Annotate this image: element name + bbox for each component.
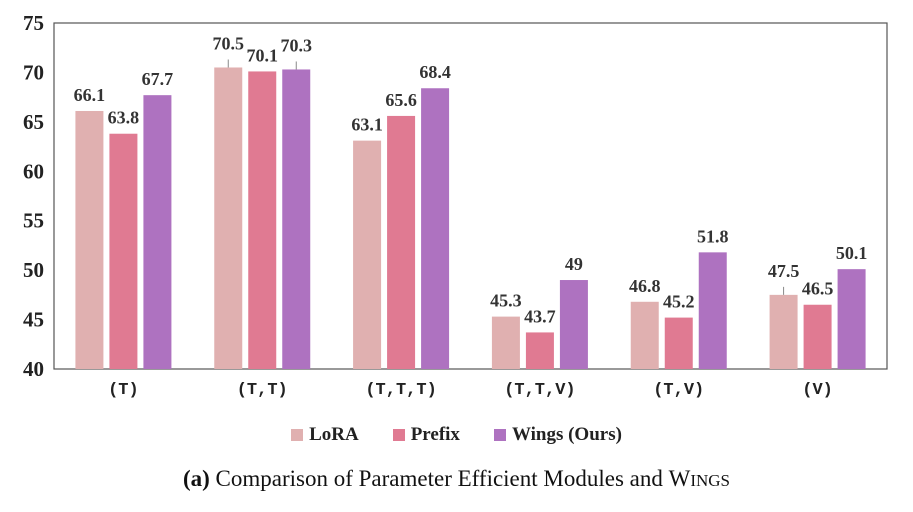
legend-label-lora: LoRA (309, 424, 359, 445)
x-tick-label: (T,T,V) (504, 381, 575, 400)
plot-frame (53, 22, 888, 370)
bar-wings-ours--2 (421, 88, 450, 369)
y-tick-label: 65 (23, 110, 44, 134)
caption-label: (a) (182, 466, 210, 491)
legend-item-lora: LoRA (291, 424, 359, 446)
bar-prefix-2 (387, 115, 416, 369)
legend-swatch-wings (493, 429, 506, 441)
bar-wings-ours--3 (559, 280, 588, 369)
bar-lora-3 (491, 316, 520, 369)
data-label: 45.3 (490, 291, 522, 311)
bar-wings-ours--5 (837, 269, 866, 369)
y-tick-label: 50 (23, 258, 44, 282)
y-tick-label: 55 (23, 209, 44, 233)
x-tick-label: (V) (802, 381, 833, 400)
bar-lora-1 (214, 67, 243, 369)
legend-label-wings: Wings (Ours) (511, 424, 622, 445)
data-label: 46.5 (802, 279, 834, 299)
legend-swatch-lora (291, 429, 304, 441)
figure-caption: (a) Comparison of Parameter Efficient Mo… (0, 466, 913, 492)
data-label: 50.1 (836, 243, 868, 263)
bar-wings-ours--4 (698, 252, 727, 369)
bar-chart: 40 45 50 55 60 65 70 75 66.163.867.7 (T) 70.570.1 7… (23, 11, 888, 400)
data-label: 51.8 (697, 226, 729, 246)
data-label: 70.3 (281, 35, 313, 55)
data-label: 65.6 (385, 90, 417, 110)
legend-item-wings: Wings (Ours) (493, 424, 622, 446)
caption-text: Comparison of Parameter Efficient Module… (215, 466, 669, 491)
legend-item-prefix: Prefix (392, 424, 460, 446)
caption-wings-initial: W (668, 466, 691, 491)
y-tick-label: 40 (23, 357, 44, 381)
y-tick-label: 45 (23, 308, 44, 332)
caption-wings: WINGS (669, 466, 730, 491)
bar-prefix-3 (525, 332, 554, 369)
data-label: 68.4 (419, 62, 451, 82)
data-label: 67.7 (142, 69, 174, 89)
bar-prefix-4 (664, 317, 693, 369)
legend: LoRA Prefix Wings (Ours) (0, 424, 913, 446)
data-label: 70.1 (247, 45, 279, 65)
data-label: 49 (565, 254, 583, 274)
bar-lora-2 (353, 140, 382, 369)
data-label: 47.5 (768, 261, 800, 281)
x-tick-label: (T,V) (653, 381, 704, 400)
bar-lora-0 (75, 110, 104, 370)
y-tick-label: 60 (23, 159, 44, 183)
y-tick-label: 70 (23, 60, 44, 84)
data-label: 70.5 (213, 33, 245, 53)
bar-prefix-0 (109, 133, 138, 369)
bar-prefix-5 (803, 304, 832, 369)
x-tick-label: (T) (108, 381, 139, 400)
bar-wings-ours--0 (143, 95, 172, 369)
legend-swatch-prefix (392, 429, 405, 441)
bar-prefix-1 (248, 71, 277, 369)
bar-wings-ours--1 (282, 69, 311, 369)
legend-label-prefix: Prefix (410, 424, 460, 445)
y-tick-label: 75 (23, 11, 44, 35)
data-label: 43.7 (524, 306, 556, 326)
caption-wings-rest: INGS (690, 471, 731, 490)
x-tick-label: (T,T) (237, 381, 288, 400)
data-label: 45.2 (663, 292, 695, 312)
data-label: 63.1 (351, 115, 383, 135)
x-tick-label: (T,T,T) (365, 381, 436, 400)
data-label: 46.8 (629, 276, 661, 296)
bar-lora-4 (630, 301, 659, 369)
data-label: 66.1 (74, 85, 106, 105)
data-label: 63.8 (108, 108, 140, 128)
bar-lora-5 (769, 294, 798, 369)
